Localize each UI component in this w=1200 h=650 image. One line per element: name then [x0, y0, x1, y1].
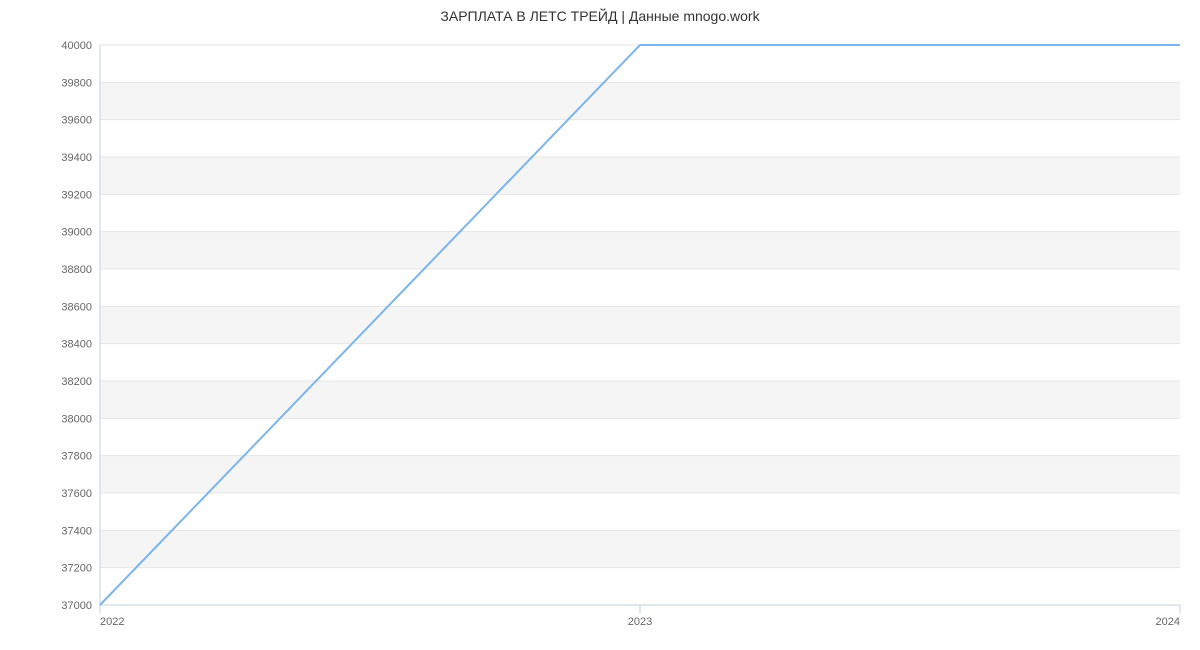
x-tick-label: 2024	[1156, 616, 1180, 628]
y-tick-label: 37200	[61, 563, 92, 575]
y-tick-label: 39600	[61, 115, 92, 127]
chart-title: ЗАРПЛАТА В ЛЕТС ТРЕЙД | Данные mnogo.wor…	[0, 8, 1200, 24]
y-tick-label: 38800	[61, 264, 92, 276]
plot-band	[100, 456, 1180, 493]
y-tick-label: 38400	[61, 339, 92, 351]
x-tick-label: 2023	[628, 616, 652, 628]
plot-band	[100, 232, 1180, 269]
y-tick-label: 37600	[61, 488, 92, 500]
y-tick-label: 37400	[61, 525, 92, 537]
y-tick-label: 39200	[61, 189, 92, 201]
plot-band	[100, 157, 1180, 194]
y-tick-label: 39000	[61, 227, 92, 239]
y-tick-label: 37800	[61, 451, 92, 463]
plot-band	[100, 82, 1180, 119]
y-tick-label: 38200	[61, 376, 92, 388]
chart-svg: 37000 37200 37400 37600 37800 38000 38200 38400…	[0, 0, 1200, 650]
plot-band	[100, 530, 1180, 567]
x-tick-label: 2022	[100, 616, 124, 628]
y-tick-label: 37000	[61, 600, 92, 612]
y-tick-label: 39400	[61, 152, 92, 164]
plot-band	[100, 306, 1180, 343]
line-chart: ЗАРПЛАТА В ЛЕТС ТРЕЙД | Данные mnogo.wor…	[0, 0, 1200, 650]
y-tick-label: 39800	[61, 77, 92, 89]
y-tick-label: 40000	[61, 40, 92, 52]
y-tick-label: 38600	[61, 301, 92, 313]
y-tick-label: 38000	[61, 413, 92, 425]
plot-band	[100, 381, 1180, 418]
